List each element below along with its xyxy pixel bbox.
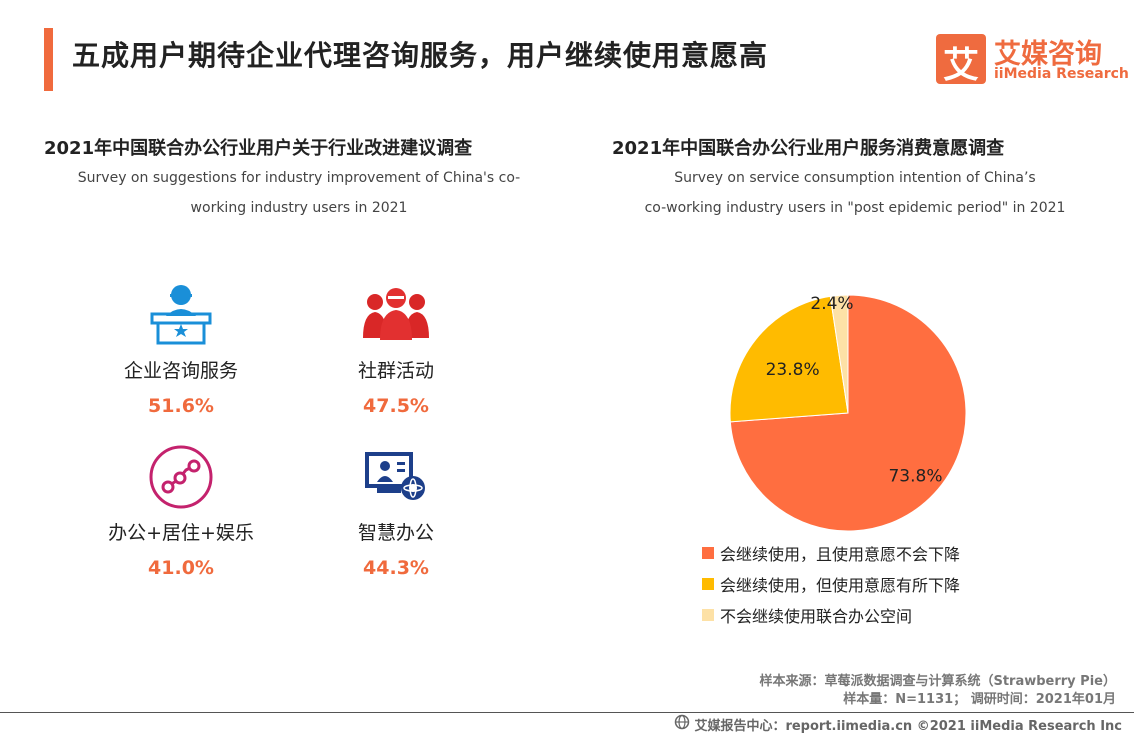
legend-label: 不会继续使用联合办公空间 xyxy=(720,606,913,626)
suggestion-label: 智慧办公 xyxy=(357,522,434,544)
legend-item: 会继续使用，且使用意愿不会下降 xyxy=(702,537,960,568)
logo-cn-text: 艾媒咨询 xyxy=(994,39,1102,70)
source-line1: 样本来源：草莓派数据调查与计算系统（Strawberry Pie） xyxy=(759,674,1116,689)
pie-chart-svg: 73.8% 23.8% 2.4% xyxy=(729,294,967,532)
right-subtitle-line2: co-working industry users in "post epide… xyxy=(644,200,1066,216)
pie-data-label: 23.8% xyxy=(766,360,820,380)
logo-mark-glyph: 艾 xyxy=(942,45,979,86)
community-icon xyxy=(361,280,431,350)
right-subtitle-line1: Survey on service consumption intention … xyxy=(674,170,1036,186)
title-accent-bar xyxy=(44,28,53,91)
suggestion-item: 企业咨询服务 51.6% xyxy=(71,280,291,417)
suggestion-value: 44.3% xyxy=(363,557,429,579)
legend-item: 不会继续使用联合办公空间 xyxy=(702,599,960,630)
source-line2: 样本量：N=1131； 调研时间：2021年01月 xyxy=(843,692,1116,707)
suggestion-value: 41.0% xyxy=(148,557,214,579)
left-subtitle-line2: working industry users in 2021 xyxy=(190,200,408,216)
footer: 艾媒报告中心：report.iimedia.cn ©2021 iiMedia R… xyxy=(674,714,1122,734)
smart-office-icon xyxy=(361,442,431,512)
suggestion-label: 办公+居住+娱乐 xyxy=(108,522,254,544)
legend-label: 会继续使用，且使用意愿不会下降 xyxy=(720,544,961,564)
left-section-subtitle: Survey on suggestions for industry impro… xyxy=(44,163,554,223)
globe-icon xyxy=(674,714,690,734)
suggestion-label: 企业咨询服务 xyxy=(123,360,238,382)
legend-label: 会继续使用，但使用意愿有所下降 xyxy=(720,575,961,595)
suggestion-value: 47.5% xyxy=(363,395,429,417)
network-icon xyxy=(146,442,216,512)
legend-swatch xyxy=(702,546,714,559)
suggestion-label: 社群活动 xyxy=(357,360,434,382)
page-title: 五成用户期待企业代理咨询服务，用户继续使用意愿高 xyxy=(72,39,769,72)
logo-mark: 艾 xyxy=(936,34,986,86)
footer-divider xyxy=(0,712,1134,713)
suggestion-item: 社群活动 47.5% xyxy=(286,280,506,417)
suggestion-value: 51.6% xyxy=(148,395,214,417)
pie-slice xyxy=(829,294,849,414)
footer-report-text: 艾媒报告中心：report.iimedia.cn ©2021 iiMedia R… xyxy=(694,718,1122,734)
left-section-title: 2021年中国联合办公行业用户关于行业改进建议调查 xyxy=(44,138,473,159)
right-section-title: 2021年中国联合办公行业用户服务消费意愿调查 xyxy=(612,138,1005,159)
source-note: 样本来源：草莓派数据调查与计算系统（Strawberry Pie） 样本量：N=… xyxy=(759,673,1116,709)
left-subtitle-line1: Survey on suggestions for industry impro… xyxy=(77,170,521,186)
pie-data-label: 73.8% xyxy=(888,467,942,487)
right-section-subtitle: Survey on service consumption intention … xyxy=(580,163,1130,223)
pie-chart: 73.8% 23.8% 2.4% xyxy=(700,270,1000,560)
pie-data-label: 2.4% xyxy=(810,294,853,314)
pie-slice xyxy=(729,295,849,423)
consultant-icon xyxy=(146,280,216,350)
logo-en-text: iiMedia Research xyxy=(994,66,1129,82)
legend-swatch xyxy=(702,577,714,590)
legend-swatch xyxy=(702,608,714,621)
legend-item: 会继续使用，但使用意愿有所下降 xyxy=(702,568,960,599)
suggestion-item: 办公+居住+娱乐 41.0% xyxy=(71,442,291,579)
iimedia-logo: 艾 艾媒咨询 iiMedia Research xyxy=(936,32,1129,86)
chart-legend: 会继续使用，且使用意愿不会下降 会继续使用，但使用意愿有所下降 不会继续使用联合办公… xyxy=(702,537,960,630)
suggestion-item: 智慧办公 44.3% xyxy=(286,442,506,579)
